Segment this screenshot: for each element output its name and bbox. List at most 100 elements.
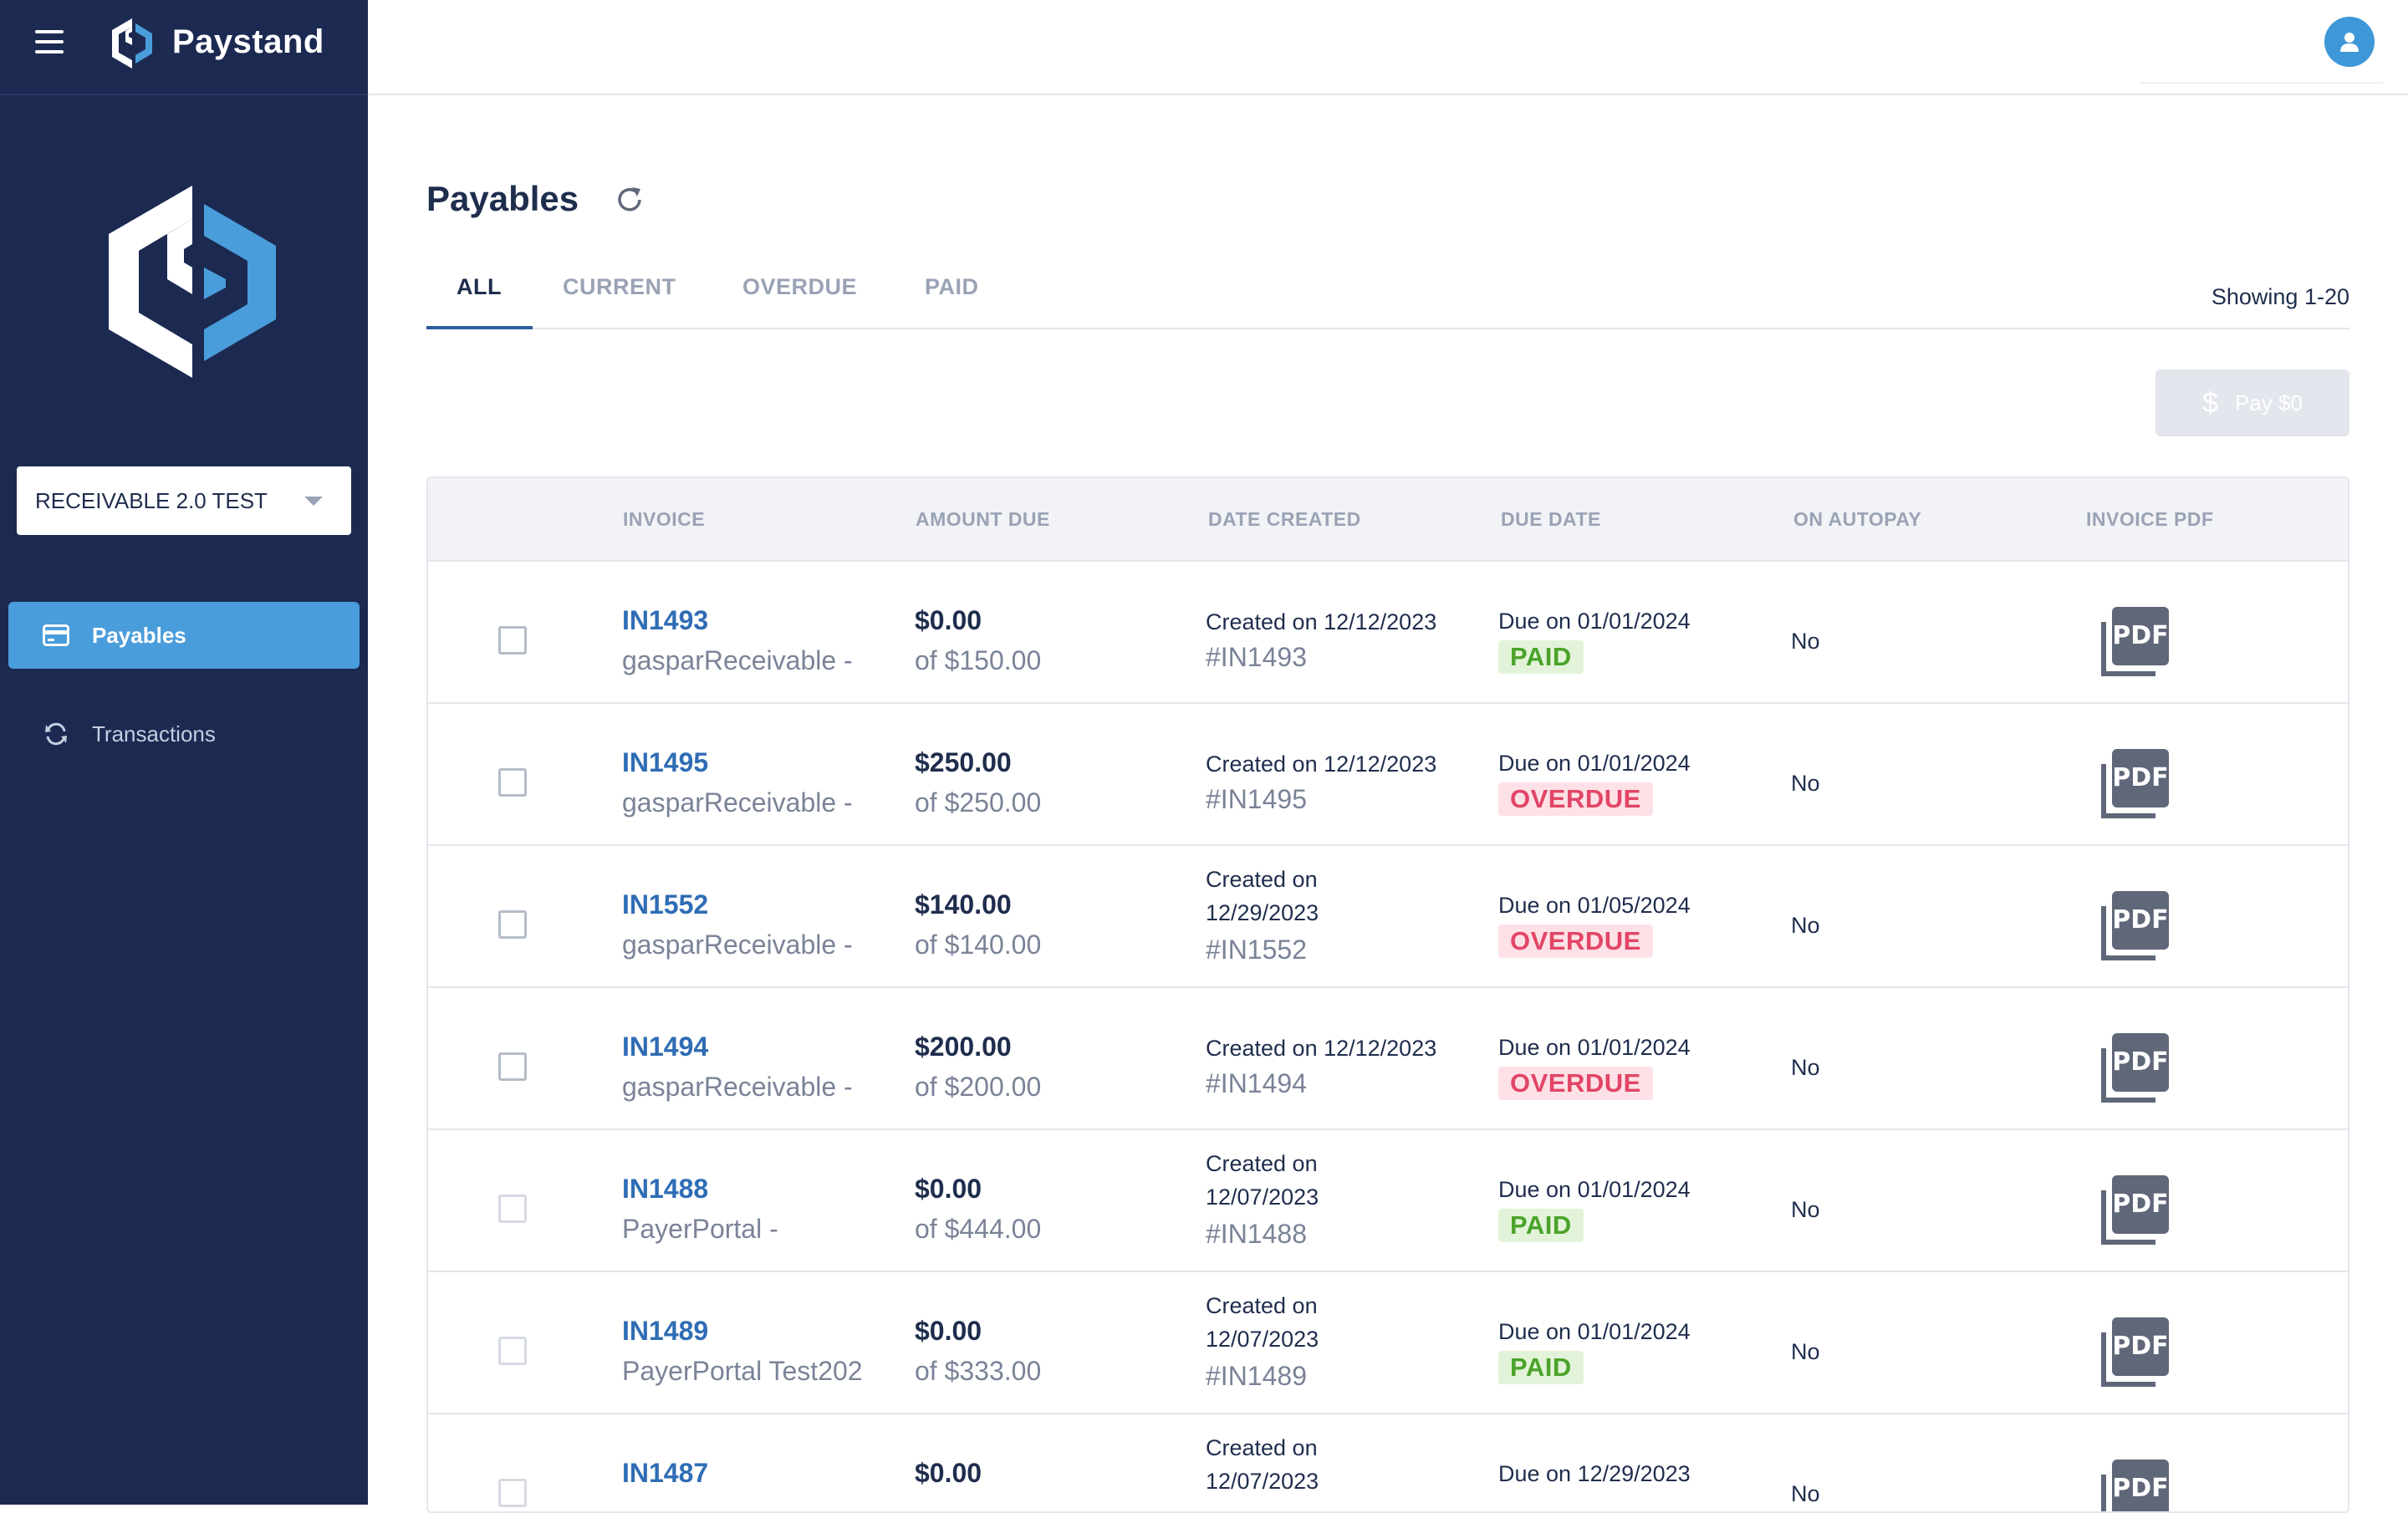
brand-name: Paystand [172, 23, 324, 60]
filter-tabs: ALL CURRENT OVERDUE PAID [426, 267, 2349, 329]
tab-paid[interactable]: PAID [925, 274, 979, 299]
tab-overdue[interactable]: OVERDUE [742, 274, 858, 299]
invoice-number: #IN1495 [1206, 784, 1307, 814]
date-created: Created on 12/12/2023 [1206, 609, 1437, 634]
amount-total: of $150.00 [915, 645, 1042, 675]
sidebar-item-payables[interactable]: Payables [8, 602, 360, 669]
amount-total: of $200.00 [915, 1072, 1042, 1102]
pdf-icon-label: PDF [2112, 1190, 2168, 1219]
status-badge: PAID [1498, 1351, 1584, 1384]
pdf-icon[interactable]: PDF [2099, 1030, 2172, 1103]
table-row: IN1493 gasparReceivable - $0.00 of $150.… [428, 562, 2348, 704]
status-badge: PAID [1498, 1209, 1584, 1242]
pdf-icon[interactable]: PDF [2099, 746, 2172, 819]
tab-current[interactable]: CURRENT [563, 274, 676, 299]
invoice-link[interactable]: IN1493 [622, 605, 709, 635]
autopay-value: No [1791, 913, 1820, 938]
status-badge: PAID [1498, 640, 1584, 674]
table-row: IN1488 PayerPortal - $0.00 of $444.00 Cr… [428, 1130, 2348, 1272]
pdf-icon-label: PDF [2112, 1474, 2168, 1503]
invoice-link[interactable]: IN1488 [622, 1174, 709, 1204]
pdf-icon-label: PDF [2112, 763, 2168, 792]
date-created: Created on 12/07/2023 [1206, 1151, 1319, 1210]
customer-name: gasparReceivable - [622, 645, 853, 675]
column-header-invoice-pdf[interactable]: INVOICE PDF [2086, 508, 2214, 530]
table-header: INVOICE AMOUNT DUE DATE CREATED DUE DATE… [428, 478, 2348, 562]
refresh-icon[interactable] [614, 184, 645, 216]
autopay-value: No [1791, 771, 1820, 796]
amount-due: $0.00 [915, 1458, 982, 1488]
account-select[interactable]: RECEIVABLE 2.0 TEST [17, 466, 351, 535]
pdf-icon-label: PDF [2112, 621, 2168, 650]
invoice-number: #IN1494 [1206, 1068, 1307, 1098]
due-date: Due on 01/01/2024 [1498, 751, 1691, 776]
sidebar-header: Paystand [0, 0, 368, 95]
row-checkbox[interactable] [498, 768, 527, 797]
sidebar-item-transactions[interactable]: Transactions [8, 700, 360, 767]
pdf-icon[interactable]: PDF [2099, 888, 2172, 961]
pdf-icon[interactable]: PDF [2099, 1172, 2172, 1246]
sync-icon [42, 720, 70, 748]
credit-card-icon [42, 621, 70, 650]
amount-due: $200.00 [915, 1032, 1012, 1062]
autopay-value: No [1791, 1339, 1820, 1364]
customer-name: PayerPortal - [622, 1214, 778, 1244]
active-tab-indicator [426, 326, 533, 329]
tab-all[interactable]: ALL [457, 274, 502, 299]
column-header-on-autopay[interactable]: ON AUTOPAY [1793, 508, 1922, 530]
chevron-down-icon [304, 497, 323, 506]
customer-name: gasparReceivable - [622, 930, 853, 960]
divider [2140, 82, 2383, 84]
top-bar [368, 0, 2408, 95]
invoice-link[interactable]: IN1495 [622, 747, 709, 777]
invoice-link[interactable]: IN1552 [622, 889, 709, 920]
invoice-number: #IN1489 [1206, 1361, 1307, 1391]
page-title: Payables [426, 179, 579, 218]
customer-name: PayerPortal Test202 [622, 1356, 863, 1386]
customer-name: gasparReceivable - [622, 787, 853, 818]
invoice-number: #IN1552 [1206, 935, 1307, 965]
row-checkbox[interactable] [498, 1337, 527, 1365]
invoice-link[interactable]: IN1489 [622, 1316, 709, 1346]
amount-due: $0.00 [915, 605, 982, 635]
date-created: Created on 12/12/2023 [1206, 1036, 1437, 1061]
hamburger-menu-icon[interactable] [35, 30, 64, 53]
date-created: Created on 12/12/2023 [1206, 751, 1437, 777]
amount-total: of $444.00 [915, 1214, 1042, 1244]
due-date: Due on 01/05/2024 [1498, 893, 1691, 918]
amount-total: of $140.00 [915, 930, 1042, 960]
column-header-date-created[interactable]: DATE CREATED [1208, 508, 1361, 530]
pdf-icon[interactable]: PDF [2099, 604, 2172, 677]
pdf-icon-label: PDF [2112, 905, 2168, 935]
user-avatar-icon[interactable] [2324, 17, 2375, 67]
table-row: IN1495 gasparReceivable - $250.00 of $25… [428, 704, 2348, 846]
column-header-invoice[interactable]: INVOICE [623, 508, 706, 530]
sidebar: Paystand RECEIVABLE 2.0 TEST Payables Tr… [0, 0, 368, 1505]
autopay-value: No [1791, 1055, 1820, 1080]
table-row: IN1552 gasparReceivable - $140.00 of $14… [428, 846, 2348, 988]
due-date: Due on 01/01/2024 [1498, 1177, 1691, 1202]
due-date: Due on 01/01/2024 [1498, 1319, 1691, 1344]
row-checkbox[interactable] [498, 626, 527, 655]
due-date: Due on 01/01/2024 [1498, 609, 1691, 634]
row-checkbox[interactable] [498, 1479, 527, 1507]
row-checkbox[interactable] [498, 910, 527, 939]
date-created: Created on 12/07/2023 [1206, 1435, 1319, 1494]
invoice-link[interactable]: IN1494 [622, 1032, 709, 1062]
column-header-due-date[interactable]: DUE DATE [1501, 508, 1601, 530]
row-checkbox[interactable] [498, 1052, 527, 1081]
date-created: Created on 12/07/2023 [1206, 1293, 1319, 1352]
amount-due: $140.00 [915, 889, 1012, 920]
payables-table: INVOICE AMOUNT DUE DATE CREATED DUE DATE… [426, 476, 2349, 1513]
table-row: IN1487 $0.00 Created on 12/07/2023 Due o… [428, 1414, 2348, 1513]
row-checkbox[interactable] [498, 1195, 527, 1223]
sidebar-item-label: Transactions [92, 721, 216, 746]
invoice-number: #IN1493 [1206, 642, 1307, 672]
pay-button[interactable]: $ Pay $0 [2155, 369, 2349, 436]
pay-button-label: Pay $0 [2234, 390, 2303, 415]
pdf-icon[interactable]: PDF [2099, 1314, 2172, 1388]
pdf-icon[interactable]: PDF [2099, 1456, 2172, 1513]
column-header-amount-due[interactable]: AMOUNT DUE [916, 508, 1050, 530]
status-badge: OVERDUE [1498, 1067, 1653, 1100]
invoice-link[interactable]: IN1487 [622, 1458, 709, 1488]
